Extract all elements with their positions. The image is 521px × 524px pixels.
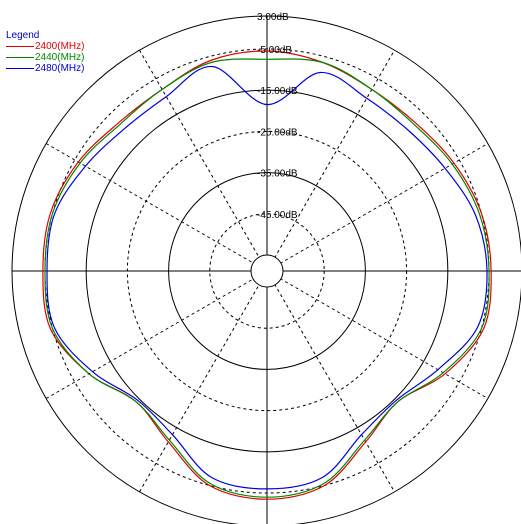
series-line-2440mhz xyxy=(44,58,490,498)
ring-label: -25.00dB xyxy=(257,127,298,138)
ring-label: -5.00dB xyxy=(257,45,292,56)
legend-label-2400: 2400(MHz) xyxy=(35,41,85,52)
ring-label: -35.00dB xyxy=(257,169,298,180)
ring-label: -45.00dB xyxy=(257,210,298,221)
legend-swatch-2440 xyxy=(6,57,34,58)
ring-label: 3.00dB xyxy=(257,12,289,23)
series-line-2480mhz xyxy=(46,65,488,490)
legend: Legend 2400(MHz) 2440(MHz) 2480(MHz) xyxy=(6,30,84,74)
legend-title: Legend xyxy=(6,30,40,41)
legend-label-2480: 2480(MHz) xyxy=(35,63,85,74)
legend-swatch-2400 xyxy=(6,46,34,47)
legend-entry-2400: 2400(MHz) xyxy=(6,41,84,52)
grid-center-circle xyxy=(250,254,284,288)
grid xyxy=(11,15,521,524)
ring-labels: 3.00dB -5.00dB -15.00dB -25.00dB -35.00dB -45… xyxy=(257,12,298,221)
series-layer xyxy=(42,50,492,500)
series-line-2400mhz xyxy=(42,50,492,500)
legend-entry-2480: 2480(MHz) xyxy=(6,63,84,74)
legend-entry-2440: 2440(MHz) xyxy=(6,52,84,63)
legend-swatch-2480 xyxy=(6,68,34,69)
legend-label-2440: 2440(MHz) xyxy=(35,52,85,63)
ring-label: -15.00dB xyxy=(257,86,298,97)
